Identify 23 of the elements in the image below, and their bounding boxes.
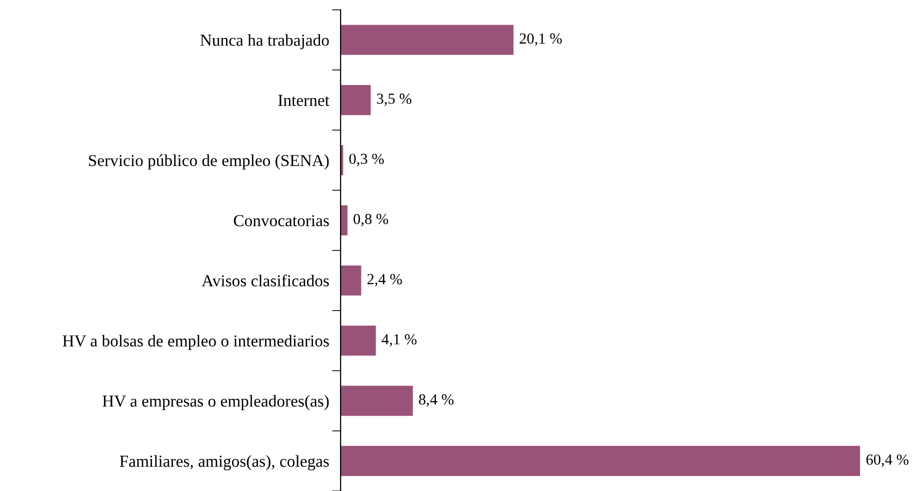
- y-tick-label: Familiares, amigos(as), colegas: [120, 455, 329, 470]
- data-label: 3,5 %: [376, 94, 412, 106]
- bar: [340, 205, 348, 236]
- bar: [340, 265, 362, 296]
- y-tick-label: Internet: [278, 94, 330, 106]
- bar: [340, 85, 371, 116]
- data-label: 4,1 %: [382, 334, 417, 347]
- data-label: 0,3 %: [349, 154, 384, 166]
- bar: [340, 386, 413, 416]
- data-label: 20,1 %: [520, 33, 562, 46]
- bar: [340, 326, 376, 356]
- y-tick-label: HV a empresas o empleadores(as): [102, 394, 329, 410]
- data-label: 2,4 %: [367, 274, 402, 287]
- data-label: 8,4 %: [418, 394, 454, 407]
- data-label: 60,4 %: [866, 454, 908, 467]
- y-tick-label: Convocatorias: [234, 215, 329, 226]
- y-tick-label: Nunca ha trabajado: [200, 34, 329, 50]
- bar: [340, 24, 514, 55]
- bar: [340, 446, 860, 476]
- y-tick-label: Avisos clasificados: [202, 274, 329, 286]
- data-label: 0,8 %: [354, 214, 388, 226]
- y-tick-label: Servicio público de empleo (SENA): [88, 154, 329, 170]
- y-tick-label: HV a bolsas de empleo o intermediarios: [62, 334, 329, 350]
